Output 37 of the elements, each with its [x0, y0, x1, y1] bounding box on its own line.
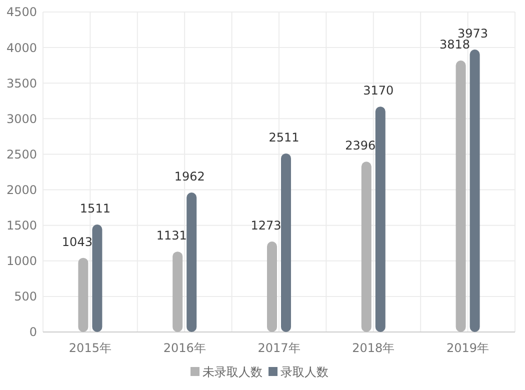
data-label: 3170	[363, 84, 394, 98]
y-tick-label: 4000	[6, 40, 37, 55]
x-tick-label: 2017年	[258, 341, 300, 355]
data-label: 1131	[156, 228, 187, 243]
y-tick-label: 500	[14, 290, 37, 304]
y-tick-label: 1500	[6, 218, 37, 233]
x-tick-label: 2018年	[352, 341, 395, 355]
bar	[456, 60, 466, 332]
data-label: 3818	[440, 38, 470, 52]
y-tick-label: 1000	[6, 254, 37, 268]
data-label: 2511	[268, 130, 300, 144]
y-tick-label: 4500	[6, 5, 37, 20]
data-label: 1511	[80, 202, 110, 216]
bar	[186, 192, 197, 332]
bar	[281, 153, 291, 332]
bar	[92, 224, 102, 332]
x-tick-label: 2015年	[68, 341, 112, 355]
y-tick-label: 0	[29, 325, 37, 340]
x-tick-label: 2016年	[163, 341, 206, 355]
data-label: 1043	[62, 234, 92, 249]
bar	[470, 49, 480, 332]
bar	[267, 241, 277, 332]
y-tick-label: 2000	[6, 182, 37, 197]
data-label: 1962	[174, 169, 205, 184]
y-tick-label: 3000	[6, 112, 37, 126]
bar	[172, 252, 183, 332]
y-tick-label: 2500	[6, 147, 37, 162]
bar	[361, 162, 372, 332]
bar	[375, 106, 386, 332]
data-label: 2396	[345, 138, 376, 153]
x-tick-label: 2019年	[446, 341, 490, 355]
legend-label: 录取人数	[280, 365, 328, 379]
bar	[78, 258, 88, 332]
data-label: 3973	[458, 26, 488, 40]
y-tick-label: 3500	[6, 76, 37, 90]
legend-label: 未录取人数	[202, 365, 262, 379]
data-label: 1273	[250, 218, 282, 232]
